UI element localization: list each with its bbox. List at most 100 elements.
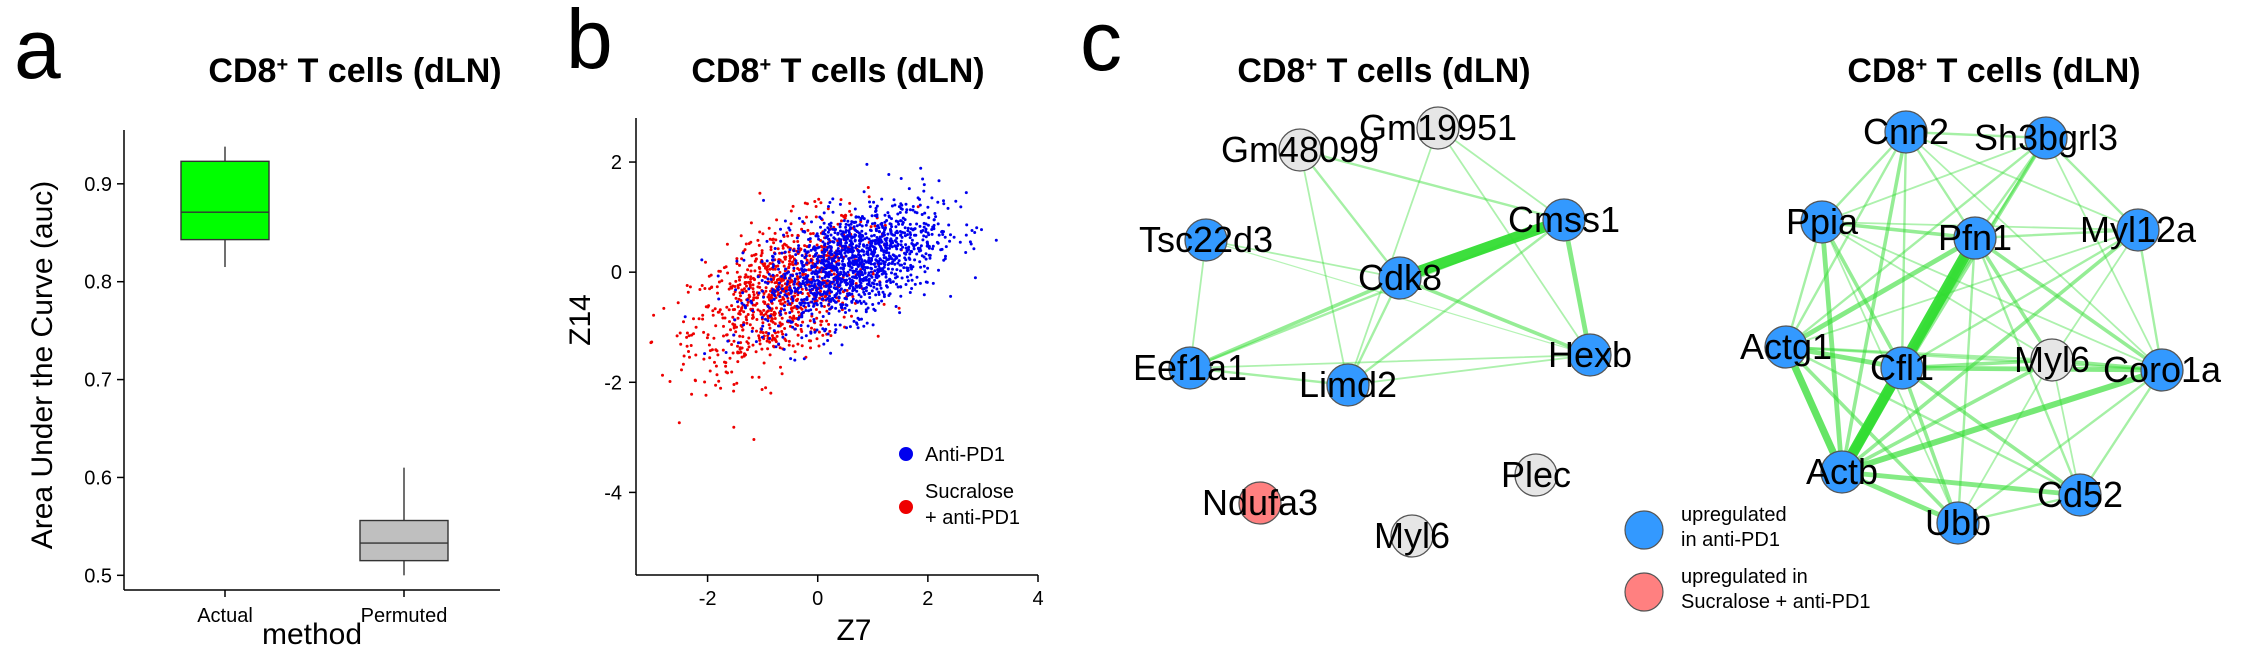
point-anti-pd1 <box>828 294 831 298</box>
node-cfl1[interactable] <box>1880 346 1924 390</box>
node-cmss1[interactable] <box>1542 198 1586 242</box>
point-anti-pd1 <box>898 211 902 214</box>
point-anti-pd1 <box>874 209 878 213</box>
point-sucralose-anti-pd1 <box>795 282 799 286</box>
point-anti-pd1 <box>851 269 855 273</box>
point-anti-pd1 <box>810 287 814 291</box>
panel-b-ytick-label: -2 <box>604 372 622 394</box>
point-anti-pd1 <box>849 261 853 265</box>
point-sucralose-anti-pd1 <box>764 275 768 279</box>
point-anti-pd1 <box>827 237 831 241</box>
node-cnn2[interactable] <box>1884 110 1928 154</box>
point-anti-pd1 <box>899 177 903 180</box>
point-anti-pd1 <box>878 283 882 287</box>
point-sucralose-anti-pd1 <box>692 332 695 336</box>
point-sucralose-anti-pd1 <box>744 315 748 319</box>
point-anti-pd1 <box>873 269 877 273</box>
point-sucralose-anti-pd1 <box>718 308 722 312</box>
point-sucralose-anti-pd1 <box>768 267 772 271</box>
point-anti-pd1 <box>798 275 802 279</box>
point-sucralose-anti-pd1 <box>736 344 739 348</box>
point-anti-pd1 <box>824 284 828 288</box>
node-hexb[interactable] <box>1568 333 1612 377</box>
edge-ppia-cfl1 <box>1820 220 1904 370</box>
node-myl6[interactable] <box>1390 514 1434 558</box>
point-anti-pd1 <box>877 290 881 294</box>
panel-b-ytick-label: 0 <box>611 262 622 284</box>
node-sh3bgrl3[interactable] <box>2024 116 2068 160</box>
point-anti-pd1 <box>937 233 941 237</box>
point-anti-pd1 <box>837 272 840 276</box>
point-sucralose-anti-pd1 <box>756 285 760 289</box>
point-anti-pd1 <box>841 303 845 307</box>
point-anti-pd1 <box>841 234 845 238</box>
node-gm19951[interactable] <box>1416 106 1460 150</box>
point-anti-pd1 <box>942 202 946 206</box>
point-sucralose-anti-pd1 <box>796 342 800 346</box>
panel-a-y-axis-label: Area Under the Curve (auc) <box>26 181 59 550</box>
point-sucralose-anti-pd1 <box>717 280 721 284</box>
point-anti-pd1 <box>926 223 930 227</box>
point-sucralose-anti-pd1 <box>781 260 785 264</box>
node-ndufa3[interactable] <box>1238 481 1282 525</box>
node-ubb[interactable] <box>1936 501 1980 545</box>
node-label-gm48099: Gm48099 <box>1221 129 1379 170</box>
point-anti-pd1 <box>798 282 802 286</box>
node-gm48099[interactable] <box>1278 128 1322 172</box>
point-anti-pd1 <box>918 197 921 201</box>
node-cdk8[interactable] <box>1378 256 1422 300</box>
point-sucralose-anti-pd1 <box>729 328 732 332</box>
point-anti-pd1 <box>831 210 835 214</box>
point-anti-pd1 <box>890 257 894 261</box>
point-anti-pd1 <box>785 271 789 275</box>
point-anti-pd1 <box>859 284 863 288</box>
point-anti-pd1 <box>789 291 793 295</box>
point-anti-pd1 <box>840 306 844 310</box>
point-sucralose-anti-pd1 <box>808 254 812 258</box>
node-myl6[interactable] <box>2030 338 2074 382</box>
point-anti-pd1 <box>909 263 913 267</box>
point-anti-pd1 <box>820 304 824 308</box>
node-actb[interactable] <box>1820 450 1864 494</box>
edge-actb-myl12a <box>1840 228 2140 474</box>
point-anti-pd1 <box>860 224 864 228</box>
node-ppia[interactable] <box>1800 200 1844 244</box>
node-tsc22d3[interactable] <box>1184 218 1228 262</box>
point-anti-pd1 <box>800 260 804 264</box>
node-myl12a[interactable] <box>2116 208 2160 252</box>
node-coro1a[interactable] <box>2140 348 2184 392</box>
point-sucralose-anti-pd1 <box>796 267 800 270</box>
node-plec[interactable] <box>1514 453 1558 497</box>
node-eef1a1[interactable] <box>1168 346 1212 390</box>
panel-b-scatter: -4 -2 0 2 -2 0 2 4 Z7 Z14 Anti-PD1 Sucralose +… <box>564 118 1044 647</box>
point-anti-pd1 <box>897 205 901 209</box>
point-sucralose-anti-pd1 <box>719 386 723 390</box>
point-sucralose-anti-pd1 <box>687 334 691 338</box>
point-sucralose-anti-pd1 <box>787 266 791 270</box>
point-anti-pd1 <box>816 291 820 295</box>
point-anti-pd1 <box>796 305 800 309</box>
point-sucralose-anti-pd1 <box>725 242 729 246</box>
point-anti-pd1 <box>904 210 908 214</box>
point-anti-pd1 <box>819 301 823 305</box>
point-anti-pd1 <box>874 293 878 297</box>
point-sucralose-anti-pd1 <box>707 304 711 308</box>
point-anti-pd1 <box>902 266 906 270</box>
point-anti-pd1 <box>919 265 923 269</box>
node-actg1[interactable] <box>1764 325 1808 369</box>
node-pfn1[interactable] <box>1953 216 1997 260</box>
point-anti-pd1 <box>783 272 787 276</box>
point-sucralose-anti-pd1 <box>781 296 785 299</box>
point-anti-pd1 <box>913 258 917 262</box>
panel-a-ytick-label: 0.7 <box>84 370 112 392</box>
point-anti-pd1 <box>851 297 855 301</box>
point-anti-pd1 <box>819 293 823 297</box>
point-sucralose-anti-pd1 <box>746 313 750 316</box>
node-limd2[interactable] <box>1326 363 1370 407</box>
point-sucralose-anti-pd1 <box>811 232 815 235</box>
point-anti-pd1 <box>847 257 851 261</box>
point-anti-pd1 <box>886 211 890 215</box>
node-cd52[interactable] <box>2058 473 2102 517</box>
point-anti-pd1 <box>828 251 832 255</box>
point-sucralose-anti-pd1 <box>676 301 680 305</box>
